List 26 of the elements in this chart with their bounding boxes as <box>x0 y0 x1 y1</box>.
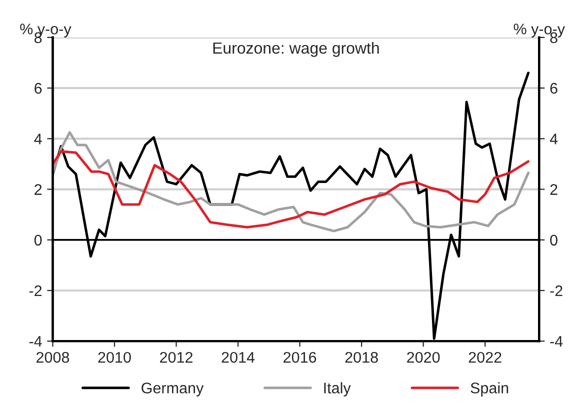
chart-title: Eurozone: wage growth <box>213 42 379 57</box>
y-tick-label: 0 <box>34 234 42 246</box>
y2-tick-label: 4 <box>550 134 558 144</box>
x-tick-label: 2010 <box>98 352 131 363</box>
y2-tick-label: -4 <box>550 336 563 347</box>
x-tick-label: 2022 <box>468 352 502 363</box>
line-series <box>52 150 530 228</box>
x-tick-label: 2020 <box>407 352 440 363</box>
x-tick-label: 2008 <box>36 352 70 363</box>
y-tick-label: -4 <box>29 336 42 347</box>
y2-tick-label: 0 <box>550 234 558 246</box>
legend-label: Italy <box>324 382 351 396</box>
y-tick-label: 2 <box>34 184 42 195</box>
y-tick-label: 4 <box>34 134 42 144</box>
y2-tick-label: 2 <box>550 184 558 195</box>
x-tick-label: 2016 <box>284 352 316 363</box>
y2-tick-label: 6 <box>550 82 558 94</box>
y-tick-label: 6 <box>34 82 42 94</box>
legend-label: Germany <box>142 382 204 396</box>
y-tick-label: -2 <box>29 285 42 296</box>
x-tick-label: 2012 <box>160 352 192 363</box>
line-series <box>52 131 530 232</box>
y2-tick-label: -2 <box>550 285 562 296</box>
x-tick-label: 2014 <box>222 352 255 363</box>
legend-label: Spain <box>470 382 508 396</box>
x-tick-label: 2018 <box>345 352 378 363</box>
